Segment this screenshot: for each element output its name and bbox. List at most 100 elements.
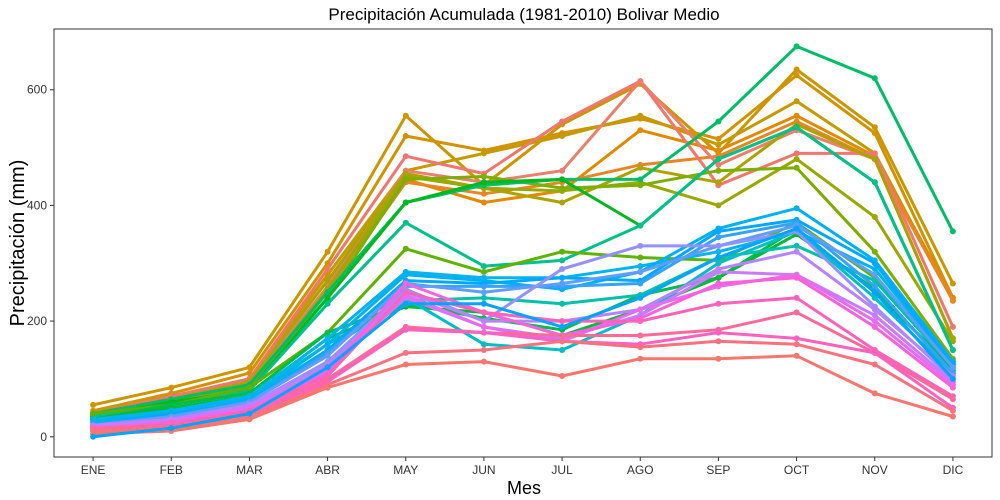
data-point: [559, 248, 566, 255]
data-point: [871, 283, 878, 290]
data-point: [715, 179, 722, 186]
data-point: [480, 309, 487, 316]
data-point: [480, 173, 487, 180]
data-point: [559, 266, 566, 272]
data-point: [871, 361, 878, 368]
data-point: [715, 248, 722, 255]
data-point: [871, 214, 878, 220]
data-point: [793, 335, 800, 342]
x-tick-label: JUN: [472, 463, 495, 477]
data-point: [402, 153, 409, 160]
chart-title: Precipitación Acumulada (1981-2010) Boli…: [328, 5, 719, 24]
data-point: [793, 164, 800, 171]
data-point: [637, 222, 644, 229]
data-point: [715, 234, 722, 241]
data-point: [637, 176, 644, 183]
x-tick-label: ABR: [315, 463, 340, 477]
data-point: [559, 133, 566, 139]
data-point: [324, 266, 331, 272]
data-point: [480, 329, 487, 336]
data-point: [949, 338, 956, 345]
data-point: [559, 274, 566, 281]
data-point: [871, 150, 878, 157]
series-line: [91, 339, 955, 433]
data-point: [480, 347, 487, 353]
data-point: [949, 323, 956, 330]
data-point: [871, 75, 878, 82]
data-point: [871, 390, 878, 397]
data-point: [324, 384, 331, 391]
y-tick-label: 400: [27, 198, 47, 212]
data-point: [246, 410, 253, 417]
data-point: [637, 242, 644, 249]
data-point: [715, 355, 722, 362]
data-point: [793, 242, 800, 249]
data-point: [559, 373, 566, 379]
data-point: [871, 124, 878, 131]
x-tick-label: OCT: [784, 463, 810, 477]
data-point: [715, 135, 722, 142]
data-point: [559, 347, 566, 353]
data-point: [949, 407, 956, 414]
data-point: [793, 309, 800, 316]
data-point: [715, 202, 722, 209]
data-point: [480, 318, 487, 325]
x-tick-label: JUL: [551, 463, 573, 477]
data-point: [402, 112, 409, 119]
x-tick-label: SEP: [706, 463, 730, 477]
data-point: [715, 242, 722, 249]
data-point: [793, 66, 800, 73]
y-tick-label: 0: [40, 430, 47, 444]
data-point: [637, 332, 644, 339]
data-point: [949, 297, 956, 304]
data-point: [480, 150, 487, 157]
data-point: [324, 341, 331, 348]
x-tick-label: MAY: [393, 463, 418, 477]
data-point: [871, 179, 878, 186]
series-line: [91, 79, 955, 416]
data-point: [402, 271, 409, 278]
data-point: [324, 352, 331, 359]
data-point: [637, 306, 644, 313]
data-point: [559, 185, 566, 192]
data-point: [637, 263, 644, 270]
data-point: [715, 274, 722, 281]
data-point: [949, 396, 956, 403]
x-tick-label: MAR: [236, 463, 263, 477]
y-tick-label: 600: [27, 83, 47, 97]
data-point: [637, 254, 644, 261]
data-point: [871, 349, 878, 356]
data-point: [715, 254, 722, 261]
data-point: [480, 263, 487, 270]
data-point: [871, 130, 878, 137]
data-point: [715, 268, 722, 275]
x-tick-label: AGO: [627, 463, 654, 477]
data-point: [402, 361, 409, 368]
data-point: [793, 112, 800, 119]
data-point: [871, 260, 878, 267]
data-point: [949, 413, 956, 420]
data-point: [324, 277, 331, 284]
data-point: [246, 384, 253, 391]
data-point: [793, 43, 800, 50]
data-point: [793, 274, 800, 281]
data-point: [480, 323, 487, 330]
data-point: [637, 355, 644, 362]
data-point: [871, 318, 878, 325]
data-point: [402, 133, 409, 139]
series-line: [91, 73, 955, 413]
data-point: [715, 118, 722, 125]
data-point: [559, 199, 566, 206]
axis-layer: 0 200 400 600 ENE FEB MAR ABR MAY JUN JUL AGO SEP OCT…: [27, 83, 964, 477]
data-point: [402, 300, 409, 307]
data-point: [559, 318, 566, 325]
data-point: [949, 347, 956, 353]
data-point: [90, 401, 97, 408]
data-point: [715, 161, 722, 168]
data-point: [637, 294, 644, 301]
data-point: [559, 257, 566, 264]
series-line: [91, 354, 955, 436]
data-point: [402, 245, 409, 252]
x-tick-label: FEB: [160, 463, 183, 477]
series-line: [91, 224, 955, 427]
